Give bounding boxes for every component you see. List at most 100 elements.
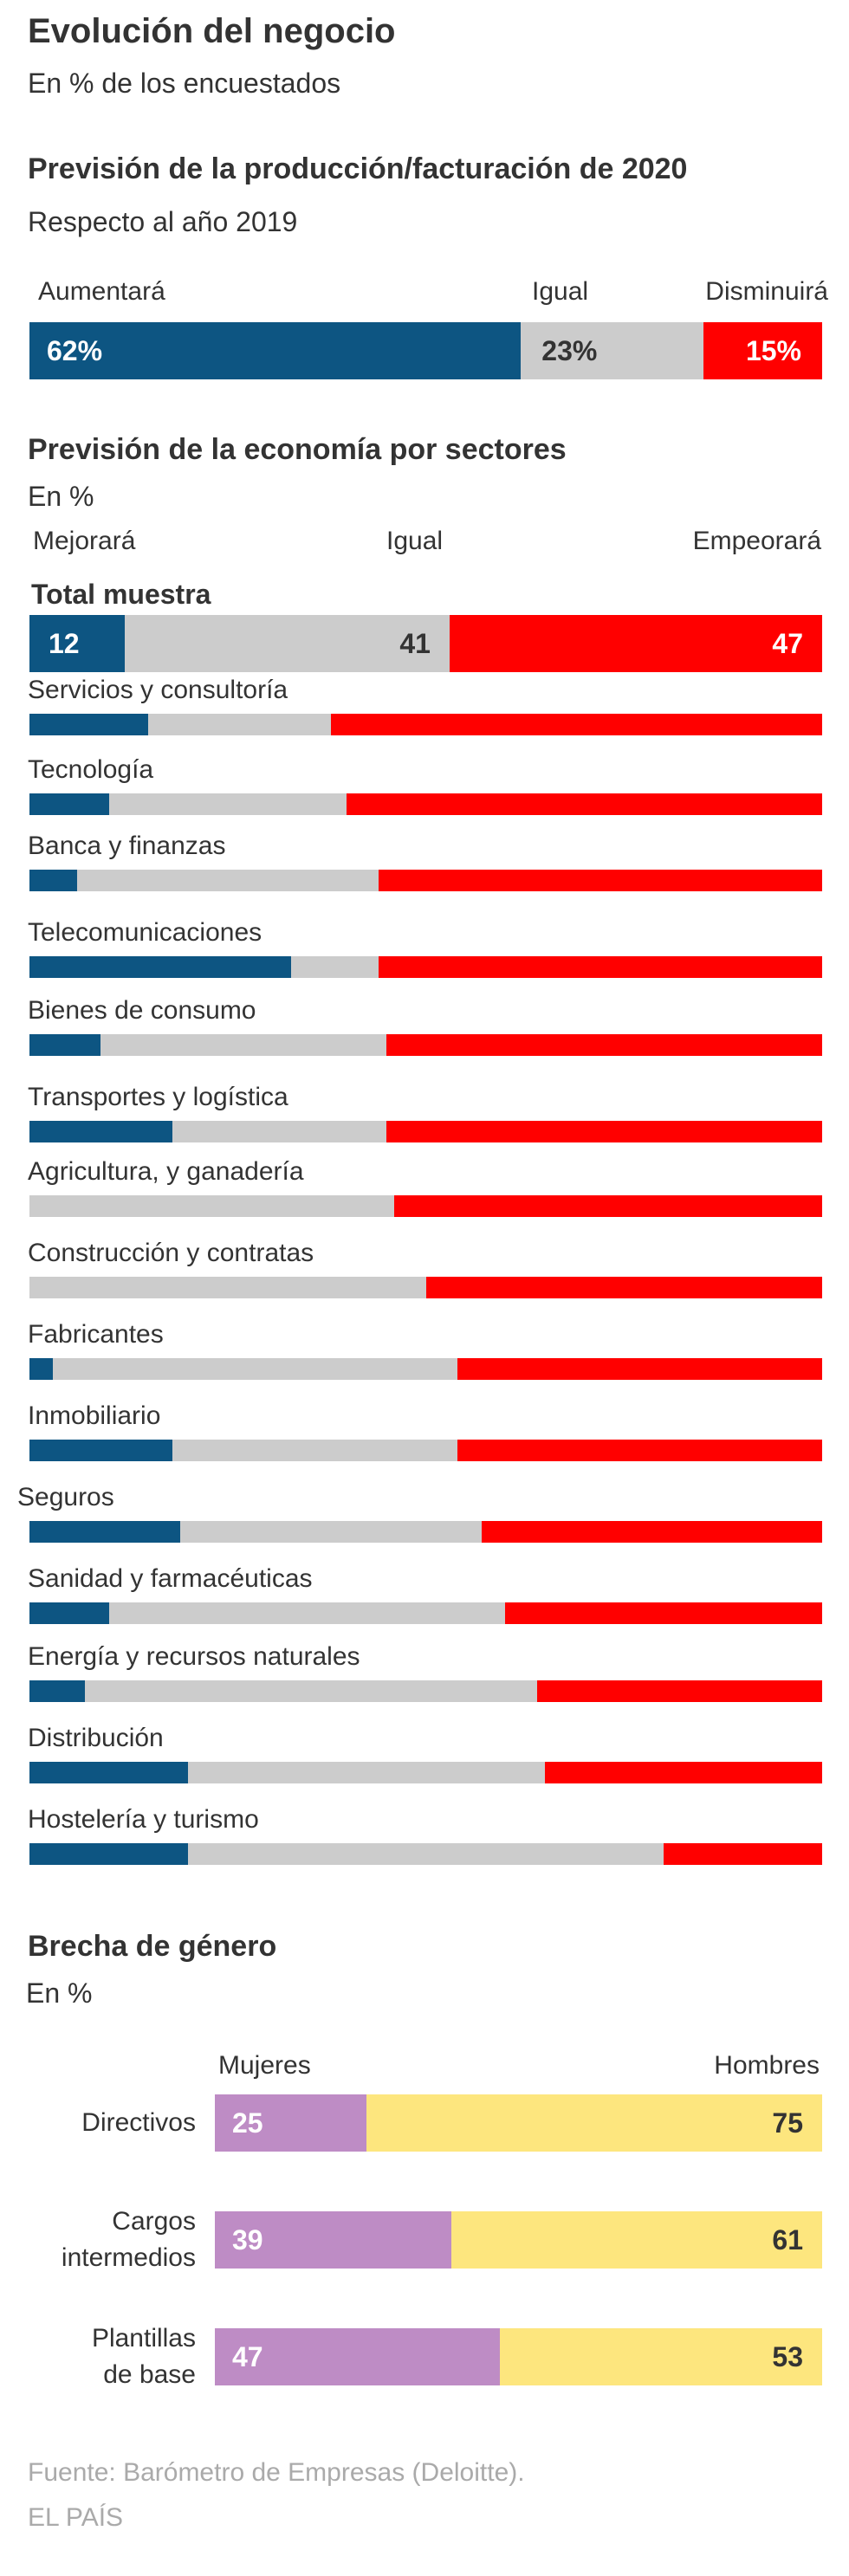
sector-bar: [29, 1034, 822, 1056]
gender-label-men: 53: [772, 2340, 803, 2372]
sector-segment-worse: [378, 956, 822, 978]
production-bar: 62% 23% 15%: [29, 322, 822, 379]
sector-bar: [29, 793, 822, 815]
production-legend-same: Igual: [532, 277, 589, 306]
sector-segment-worse: [347, 793, 822, 815]
sector-bar: [29, 1680, 822, 1702]
gender-category-label: Plantillas de base: [92, 2320, 196, 2393]
gender-legend-women: Mujeres: [218, 2051, 311, 2080]
gender-legend-men: Hombres: [714, 2051, 820, 2080]
sector-segment-same: [29, 1195, 394, 1217]
gender-category-line: de base: [103, 2360, 196, 2389]
sector-segment-better: [29, 870, 77, 891]
sector-segment-same: [188, 1843, 664, 1865]
sector-bar: [29, 1521, 822, 1543]
publisher-name: EL PAÍS: [28, 2503, 124, 2532]
sector-label: Total muestra: [31, 579, 211, 610]
sector-segment-same: [188, 1762, 545, 1783]
sector-segment-same: [124, 615, 450, 672]
sector-label: Construcción y contratas: [28, 1239, 314, 1267]
sector-segment-better: [29, 1440, 172, 1461]
production-legend-down: Disminuirá: [705, 277, 828, 306]
sector-label: Agricultura, y ganadería: [28, 1157, 304, 1186]
sector-bar: [29, 956, 822, 978]
production-segment-down: [703, 322, 822, 379]
gender-category-label: Cargos intermedios: [62, 2204, 196, 2276]
sectors-title: Previsión de la economía por sectores: [28, 433, 567, 466]
sector-segment-same: [290, 956, 379, 978]
sectors-legend-worse: Empeorará: [692, 527, 821, 555]
gender-label-men: 75: [772, 2107, 803, 2139]
sector-segment-worse: [378, 870, 822, 891]
sector-segment-same: [172, 1121, 386, 1142]
sector-segment-same: [148, 714, 331, 735]
gender-label-women: 39: [232, 2223, 263, 2256]
total-label-same: 41: [399, 627, 431, 659]
sectors-subtitle: En %: [28, 481, 94, 512]
gender-category-line: Directivos: [81, 2108, 196, 2137]
sector-segment-worse: [393, 1195, 822, 1217]
sector-segment-same: [179, 1521, 482, 1543]
sector-segment-same: [85, 1680, 537, 1702]
gender-segment-men: [451, 2211, 822, 2269]
sector-segment-same: [53, 1358, 458, 1380]
gender-bar: 39 61: [215, 2211, 822, 2269]
sector-bar: [29, 1843, 822, 1865]
production-title: Previsión de la producción/facturación d…: [28, 152, 688, 185]
sector-label: Hostelería y turismo: [28, 1805, 259, 1834]
gender-category-line: intermedios: [61, 2243, 196, 2272]
sector-segment-same: [29, 1277, 426, 1298]
gender-label-women: 25: [232, 2107, 263, 2139]
gender-label-women: 47: [232, 2340, 263, 2372]
sector-segment-better: [29, 615, 125, 672]
sector-segment-better: [29, 1602, 109, 1624]
total-label-better: 12: [49, 627, 80, 659]
production-label-up: 62%: [47, 334, 103, 366]
gender-segment-women: [215, 2328, 501, 2385]
sector-label: Transportes y logística: [28, 1083, 288, 1111]
sector-label: Servicios y consultoría: [28, 676, 288, 704]
production-legend-up: Aumentará: [38, 277, 165, 306]
sector-segment-worse: [505, 1602, 822, 1624]
sector-bar: [29, 1358, 822, 1380]
sector-label: Fabricantes: [28, 1320, 164, 1349]
production-segment-same: [521, 322, 703, 379]
sector-segment-better: [29, 793, 109, 815]
gender-subtitle: En %: [26, 1977, 93, 2009]
sector-segment-worse: [457, 1358, 822, 1380]
gender-bar: 47 53: [215, 2328, 822, 2385]
sector-label: Seguros: [17, 1483, 114, 1511]
sector-segment-worse: [457, 1440, 822, 1461]
sector-label: Bienes de consumo: [28, 996, 256, 1025]
gender-segment-men: [366, 2094, 822, 2152]
sector-bar: [29, 1277, 822, 1298]
sector-bar: [29, 714, 822, 735]
gender-label-men: 61: [772, 2223, 803, 2256]
sector-bar: [29, 870, 822, 891]
page-subtitle: En % de los encuestados: [28, 68, 341, 99]
sector-label: Energía y recursos naturales: [28, 1642, 360, 1671]
sectors-legend-better: Mejorará: [33, 527, 136, 555]
production-segment-up: [29, 322, 522, 379]
sector-bar: [29, 1602, 822, 1624]
gender-category-line: Cargos: [112, 2207, 196, 2236]
gender-segment-women: [215, 2211, 452, 2269]
sector-segment-better: [29, 1680, 86, 1702]
sector-segment-worse: [330, 714, 822, 735]
gender-bar: 25 75: [215, 2094, 822, 2152]
gender-title: Brecha de género: [28, 1930, 277, 1963]
sector-segment-better: [29, 1843, 188, 1865]
sector-bar: [29, 1440, 822, 1461]
sector-segment-worse: [664, 1843, 822, 1865]
sector-segment-same: [100, 1034, 386, 1056]
sector-segment-worse: [449, 615, 822, 672]
sector-label: Banca y finanzas: [28, 832, 226, 860]
production-label-same: 23%: [541, 334, 598, 366]
sector-segment-same: [172, 1440, 458, 1461]
sector-label: Telecomunicaciones: [28, 918, 262, 947]
sector-bar: [29, 1762, 822, 1783]
sector-segment-worse: [386, 1034, 822, 1056]
sector-segment-better: [29, 1121, 172, 1142]
sector-segment-worse: [481, 1521, 822, 1543]
page-title: Evolución del negocio: [28, 12, 396, 50]
